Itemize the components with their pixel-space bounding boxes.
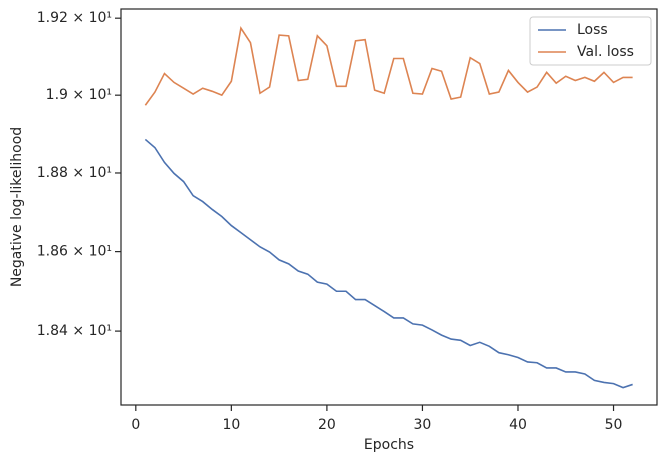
x-tick-label: 50 xyxy=(605,417,623,433)
line xyxy=(144,26,633,106)
x-tick-label: 30 xyxy=(414,417,432,433)
y-axis-label: Negative log-likelihood xyxy=(9,127,25,287)
y-tick-label: 1.92 × 10¹ xyxy=(37,10,112,26)
x-tick-label: 0 xyxy=(131,417,140,433)
y-tick-label: 1.9 × 10¹ xyxy=(46,87,112,103)
x-tick-label: 40 xyxy=(509,417,527,433)
x-tick-label: 10 xyxy=(222,417,240,433)
legend-label: Loss xyxy=(577,22,608,38)
legend xyxy=(529,16,652,66)
y-tick-label: 1.86 × 10¹ xyxy=(37,244,112,260)
y-tick-label: 1.88 × 10¹ xyxy=(37,165,112,181)
plot-frame xyxy=(120,8,658,406)
line xyxy=(144,138,633,389)
x-axis-label: Epochs xyxy=(364,437,414,453)
x-tick-label: 20 xyxy=(318,417,336,433)
y-tick-label: 1.84 × 10¹ xyxy=(37,323,112,339)
legend-label: Val. loss xyxy=(577,44,634,60)
